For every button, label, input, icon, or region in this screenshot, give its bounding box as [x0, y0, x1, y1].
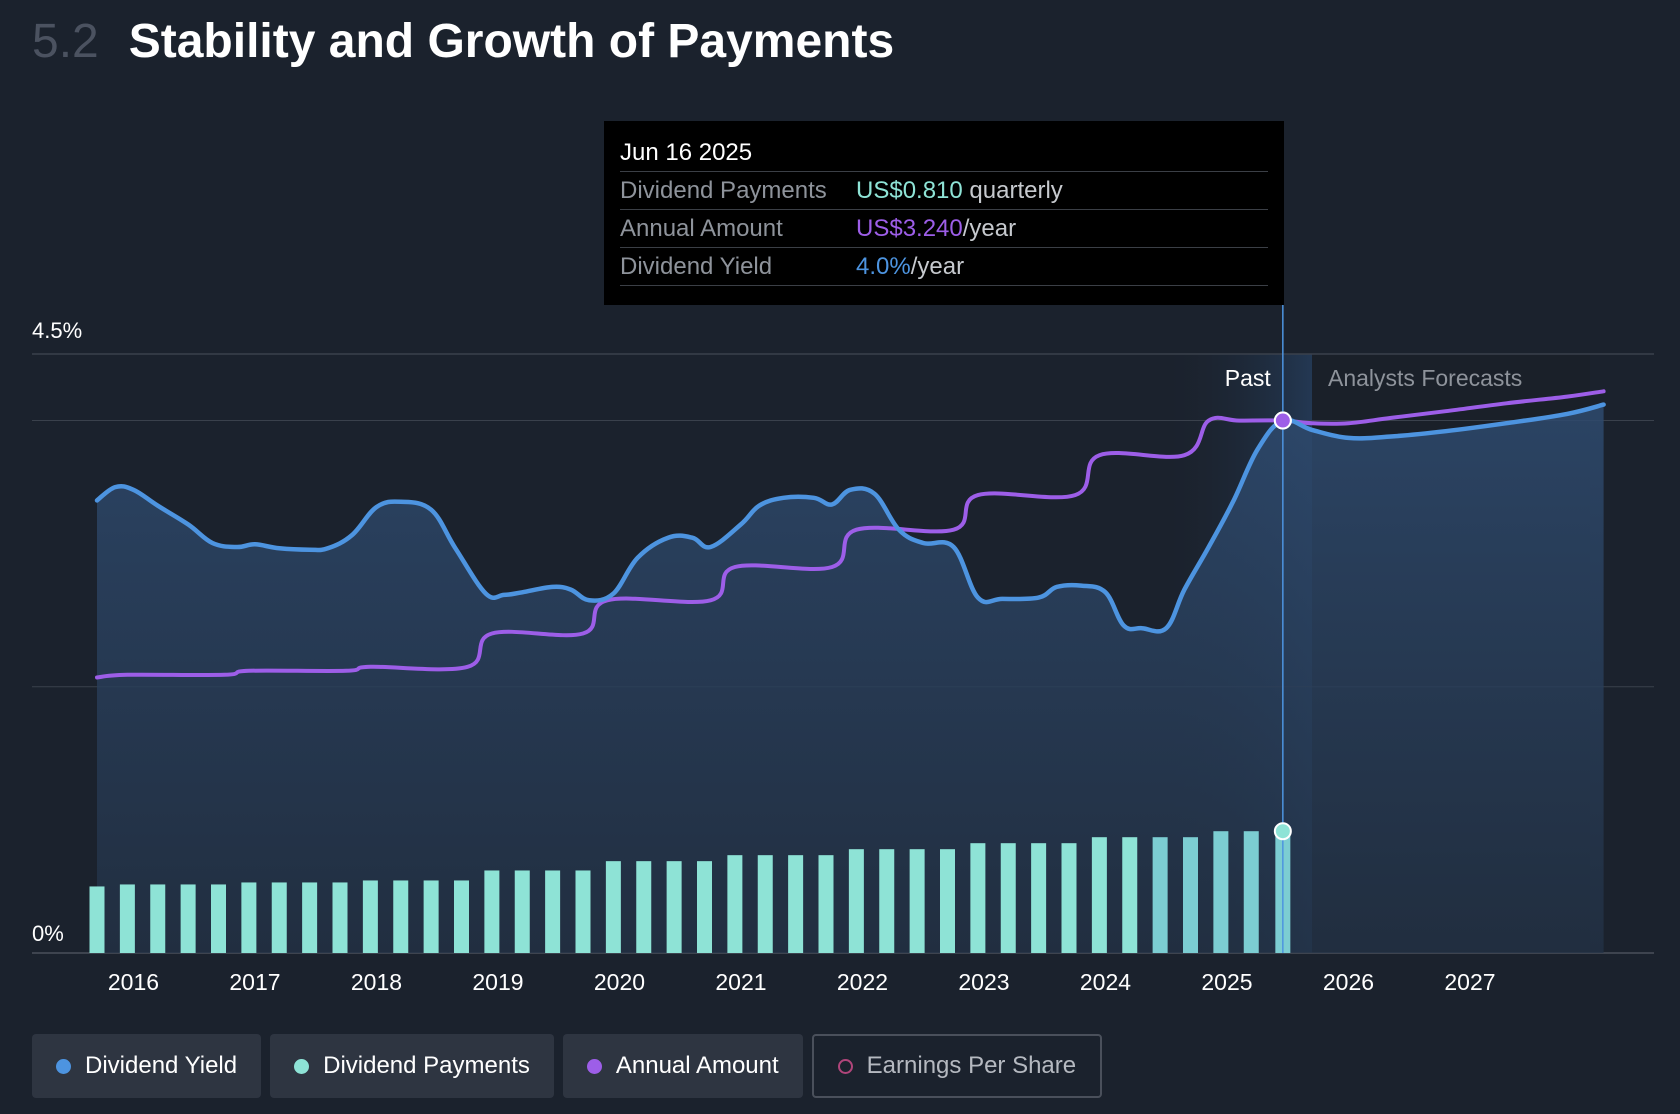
- chart-tooltip: Jun 16 2025 Dividend Payments US$0.810 q…: [604, 121, 1284, 305]
- dividend-payment-bar: [757, 855, 773, 953]
- x-tick-label: 2023: [958, 969, 1009, 995]
- tooltip-row-dividend-payments: Dividend Payments US$0.810 quarterly: [620, 172, 1268, 210]
- dividend-payment-bar: [727, 855, 743, 953]
- tooltip-row-dividend-yield: Dividend Yield 4.0%/year: [620, 248, 1268, 286]
- tooltip-label: Dividend Payments: [620, 177, 827, 204]
- legend-dot-icon: [837, 1058, 853, 1074]
- legend-dividend-yield-button[interactable]: Dividend Yield: [32, 1034, 262, 1098]
- past-label: Past: [1225, 365, 1272, 391]
- dividend-payment-bar: [1061, 843, 1077, 953]
- dividend-payment-bar: [1243, 831, 1259, 953]
- legend-label: Dividend Yield: [85, 1052, 238, 1079]
- tooltip-suffix: quarterly: [962, 177, 1063, 204]
- x-tick-label: 2019: [472, 969, 523, 995]
- tooltip-label: Dividend Yield: [620, 253, 773, 280]
- tooltip-row-annual-amount: Annual Amount US$3.240/year: [620, 210, 1268, 248]
- x-tick-label: 2022: [837, 969, 888, 995]
- dividend-payment-bar: [150, 884, 166, 953]
- x-tick-label: 2017: [229, 969, 280, 995]
- dividend-payment-bar: [636, 861, 652, 953]
- x-tick-label: 2027: [1444, 969, 1495, 995]
- x-tick-label: 2016: [108, 969, 159, 995]
- dividend-payment-bar: [89, 886, 105, 953]
- dividend-payment-bar: [1000, 843, 1016, 953]
- x-tick-label: 2024: [1080, 969, 1131, 995]
- legend-dot-icon: [56, 1058, 71, 1074]
- dividend-payment-bar: [879, 849, 895, 953]
- dividend-payment-bar: [484, 870, 500, 953]
- section-header: 5.2 Stability and Growth of Payments: [32, 14, 894, 69]
- dividend-payment-bar: [1091, 837, 1107, 953]
- dividend-payment-bar: [788, 855, 804, 953]
- legend-earnings-per-share-button[interactable]: Earnings Per Share: [811, 1034, 1103, 1098]
- legend-label: Earnings Per Share: [866, 1052, 1077, 1079]
- dividend-yield-area: [97, 404, 1604, 954]
- tooltip-suffix: /year: [962, 215, 1017, 242]
- tooltip-date: Jun 16 2025: [620, 135, 1268, 172]
- x-tick-label: 2025: [1201, 969, 1252, 995]
- dividend-payment-bar: [697, 861, 712, 953]
- dividend-yield-line: [94, 402, 1606, 634]
- legend-dividend-payments-button[interactable]: Dividend Payments: [270, 1034, 554, 1098]
- dividend-payment-bar: [818, 855, 834, 953]
- dividend-payment-bar: [666, 861, 682, 953]
- dividend-payment-bar: [119, 884, 135, 953]
- legend-label: Annual Amount: [615, 1052, 779, 1079]
- dividend-payment-bar: [940, 849, 955, 953]
- dividend-payment-bar: [241, 882, 257, 953]
- dividend-payment-bar: [454, 880, 469, 953]
- dividend-payment-bar: [393, 880, 409, 953]
- dividend-payment-bar: [1152, 837, 1168, 953]
- x-tick-label: 2020: [594, 969, 645, 995]
- legend-dot-icon: [586, 1058, 602, 1074]
- dividend-payment-bar: [970, 843, 986, 953]
- tooltip-suffix: /year: [910, 253, 965, 280]
- y-tick-label: 0%: [32, 921, 64, 946]
- dividend-payment-bar: [1183, 837, 1198, 953]
- dividend-payment-bar: [848, 849, 864, 953]
- dividend-payment-bar: [909, 849, 925, 953]
- dividend-payment-bar: [211, 884, 226, 953]
- legend-annual-amount-button[interactable]: Annual Amount: [562, 1034, 803, 1098]
- dividend-payment-bar: [605, 861, 621, 953]
- tooltip-value: US$3.240: [856, 215, 963, 242]
- dividend-payment-bar: [362, 880, 378, 953]
- x-tick-label: 2018: [351, 969, 402, 995]
- section-number: 5.2: [32, 15, 99, 68]
- chart-legend: Dividend Yield Dividend Payments Annual …: [32, 1034, 1103, 1098]
- x-tick-label: 2021: [715, 969, 766, 995]
- forecast-label: Analysts Forecasts: [1328, 365, 1522, 391]
- dividend-payment-marker: [1273, 822, 1292, 841]
- dividend-payment-bar: [545, 870, 561, 953]
- dividend-payment-bar: [1031, 843, 1047, 953]
- dividend-payment-bar: [302, 882, 318, 953]
- legend-label: Dividend Payments: [323, 1052, 530, 1079]
- dividend-payment-bar: [332, 882, 348, 953]
- dividend-payment-bar: [1122, 837, 1138, 953]
- tooltip-value: US$0.810: [856, 177, 963, 204]
- dividend-payment-bar: [271, 882, 287, 953]
- dividend-payment-bar: [1213, 831, 1229, 953]
- dividend-payment-bar: [423, 880, 439, 953]
- legend-dot-icon: [294, 1058, 310, 1074]
- y-tick-label: 4.5%: [32, 318, 82, 343]
- dividend-payment-bar: [180, 884, 196, 953]
- tooltip-label: Annual Amount: [620, 215, 783, 242]
- dividend-payment-bar: [514, 870, 530, 953]
- annual-amount-marker: [1273, 411, 1292, 430]
- x-tick-label: 2026: [1323, 969, 1374, 995]
- dividend-payment-bar: [575, 870, 591, 953]
- tooltip-value: 4.0%: [856, 253, 911, 280]
- page-title: Stability and Growth of Payments: [128, 15, 895, 68]
